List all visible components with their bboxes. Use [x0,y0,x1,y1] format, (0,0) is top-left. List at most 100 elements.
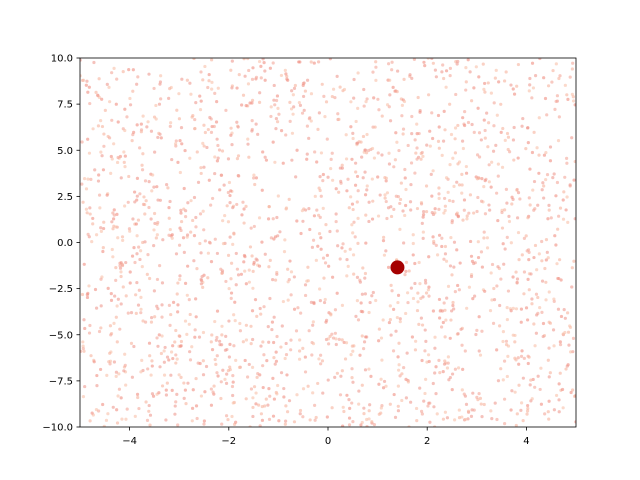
scatter-point [396,409,401,413]
scatter-point [178,170,182,175]
scatter-point [340,338,344,342]
scatter-point [193,117,197,122]
scatter-point [486,81,490,85]
scatter-point [461,146,465,151]
scatter-point [273,103,277,107]
scatter-point [325,415,329,419]
scatter-point [502,359,507,363]
scatter-point [343,357,348,361]
scatter-point [122,160,126,164]
scatter-point [489,91,493,95]
scatter-point [331,275,335,279]
scatter-point [416,291,420,295]
scatter-point [301,415,305,419]
scatter-point [285,373,289,377]
scatter-point [429,172,433,176]
scatter-point [329,312,333,316]
scatter-point [535,268,539,272]
scatter-point [489,185,493,189]
scatter-point [248,425,252,427]
scatter-point [470,408,474,412]
scatter-point [431,381,435,386]
scatter-point [99,229,103,233]
scatter-point [407,425,411,427]
scatter-point [571,61,575,65]
scatter-point [89,177,93,181]
scatter-point [450,309,454,313]
scatter-point [347,397,351,402]
scatter-point [211,390,215,394]
scatter-point [298,60,302,64]
scatter-point [573,159,576,164]
scatter-point [138,146,142,150]
scatter-point [434,243,438,247]
scatter-point [452,240,457,244]
scatter-point [140,358,144,362]
x-tick-label: −4 [122,436,137,447]
scatter-point [122,369,126,373]
scatter-point [370,146,375,151]
scatter-point [346,264,350,268]
scatter-point [395,140,399,144]
scatter-point [269,236,273,240]
scatter-point [231,242,235,246]
scatter-point [423,64,427,68]
scatter-point [371,199,375,203]
scatter-point [395,315,399,320]
scatter-point [428,401,432,405]
scatter-point [286,267,290,271]
scatter-point [549,216,553,220]
scatter-point [307,136,311,140]
scatter-point [350,202,355,206]
scatter-point [330,94,334,99]
scatter-point [263,155,267,159]
scatter-point [396,355,400,359]
scatter-point [283,68,287,72]
scatter-point [345,257,349,262]
scatter-point [443,204,447,208]
scatter-point [399,181,403,185]
scatter-point [362,104,366,108]
scatter-point [385,103,390,107]
scatter-point [545,173,550,177]
scatter-point [320,359,325,363]
scatter-point [390,68,394,72]
scatter-point [554,194,558,198]
scatter-point [556,227,560,231]
scatter-point [527,196,531,200]
scatter-point [143,320,148,324]
scatter-point [284,419,288,423]
scatter-point [394,329,398,333]
scatter-point [194,101,198,105]
scatter-point [188,312,192,317]
scatter-point [443,196,447,201]
scatter-point [446,284,451,288]
scatter-point [344,341,349,345]
scatter-point [278,230,282,234]
scatter-point [198,241,202,246]
scatter-point [437,207,441,211]
scatter-point [135,194,139,198]
scatter-point [437,233,442,237]
scatter-point [471,391,475,395]
scatter-point [152,289,156,293]
scatter-point [472,130,476,134]
scatter-point [214,120,219,124]
scatter-point [169,121,173,125]
scatter-point [98,367,103,372]
scatter-point [543,266,547,271]
scatter-point [286,298,290,302]
scatter-point [461,116,465,120]
scatter-point [92,360,96,364]
scatter-point [383,176,387,180]
scatter-point [437,192,441,196]
scatter-point [409,182,413,187]
scatter-point [545,113,549,117]
scatter-point [252,385,257,389]
scatter-point [557,115,561,119]
scatter-point [270,320,275,324]
scatter-point [81,340,85,344]
scatter-point [526,248,531,252]
scatter-point [212,384,216,388]
scatter-point [309,119,313,123]
